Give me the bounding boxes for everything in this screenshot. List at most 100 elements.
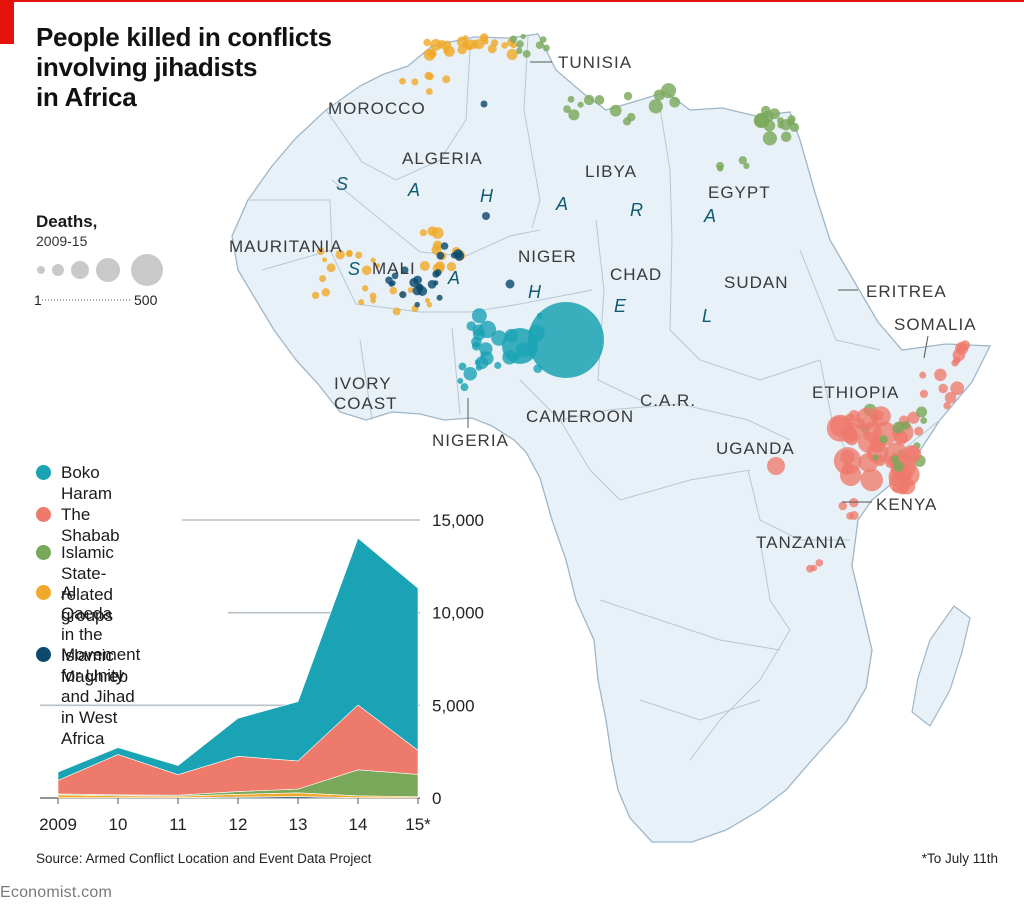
border-nigeria-west (451, 327, 461, 415)
label-cameroon: CAMEROON (526, 407, 634, 426)
label-uganda: UGANDA (716, 439, 795, 458)
legend-label: Boko Haram (61, 463, 113, 503)
fatality-dot (777, 121, 784, 129)
fatality-dot (953, 356, 961, 364)
map-leaders (467, 61, 929, 503)
madagascar-land (911, 605, 971, 727)
sahel-letter-2: A (447, 268, 460, 288)
size-legend-subtitle: 2009-15 (36, 233, 88, 249)
fatality-dot (475, 364, 482, 371)
border-mauritania (248, 199, 333, 271)
label-niger: NIGER (518, 247, 577, 266)
fatality-dot (826, 414, 854, 442)
fatality-dot (413, 275, 422, 285)
fatality-dot (776, 117, 784, 124)
fatality-dot (934, 368, 947, 382)
fatality-dot (860, 468, 883, 492)
fatality-dot (425, 88, 433, 95)
y-tick-label: 15,000 (432, 511, 484, 530)
deaths-area-chart: 0 5,000 10,000 15,000 2009 10 11 12 13 14 15* (39, 511, 484, 834)
size-legend-circle (131, 254, 163, 286)
fatality-dot (311, 291, 320, 300)
label-ethiopia: ETHIOPIA (812, 383, 899, 402)
fatality-dot (920, 417, 928, 425)
y-tick-label: 0 (432, 789, 441, 808)
label-mauritania: MAURITANIA (229, 237, 343, 256)
fatality-dot (648, 99, 663, 114)
fatality-dot (661, 83, 677, 99)
fatality-dot (919, 389, 929, 399)
fatality-dot (457, 378, 464, 384)
border-south-central (599, 599, 781, 651)
fatality-dot (389, 286, 398, 295)
fatality-dot (762, 110, 774, 122)
country-labels: MOROCCO ALGERIA LIBYA EGYPT TUNISIA MAUR… (229, 53, 976, 552)
fatality-dot (460, 383, 469, 392)
size-legend-circle (96, 258, 120, 282)
sahara-letter-1: S (336, 174, 348, 194)
fatality-dots (311, 33, 971, 573)
fatality-dot (436, 294, 443, 301)
border-congo (559, 419, 751, 501)
fatality-dot (322, 257, 328, 263)
fatality-dot (494, 361, 502, 370)
fatality-dot (458, 362, 467, 371)
sahara-letter-2: A (407, 180, 420, 200)
fatality-dot (857, 431, 880, 453)
fatality-dot (321, 288, 331, 297)
region-letters: S A H A R A S A H E L (336, 174, 716, 326)
legend-label: Islamic State-related groups (61, 543, 114, 625)
fatality-dot (738, 156, 747, 165)
border-south (639, 699, 761, 721)
top-rule (0, 0, 1024, 2)
fatality-dot (502, 328, 538, 364)
label-kenya: KENYA (876, 495, 937, 514)
fatality-dot (473, 341, 480, 348)
fatality-dot (431, 227, 444, 239)
fatality-dot (358, 299, 365, 306)
fatality-dot (335, 249, 345, 260)
fatality-dot (505, 279, 515, 289)
border-chad-sudan (669, 239, 821, 381)
x-tick-label: 15* (405, 815, 431, 834)
label-algeria: ALGERIA (402, 149, 483, 168)
fatality-dot (907, 411, 920, 424)
fatality-dot (528, 302, 604, 378)
fatality-dot (815, 559, 824, 567)
legend-item-boko-haram: Boko Haram (36, 462, 112, 504)
fatality-dot (401, 266, 409, 274)
border-mali-algeria (331, 179, 541, 257)
fatality-dot (787, 115, 796, 124)
fatality-dot (594, 95, 605, 105)
legend-swatch (36, 545, 51, 560)
fatality-dot (846, 512, 854, 520)
area-series-4 (57, 537, 419, 781)
fatality-dot (839, 464, 862, 487)
fatality-dot (522, 49, 531, 58)
fatality-dot (944, 391, 957, 404)
chart-title: People killed in conflicts involving jih… (36, 22, 332, 112)
fatality-dot (849, 497, 859, 508)
fatality-dot (542, 44, 550, 52)
map-land (231, 33, 992, 843)
fatality-dot (480, 100, 488, 108)
leader-somalia (923, 335, 929, 359)
fatality-dot (516, 47, 523, 55)
sahara-letter-4: A (555, 194, 568, 214)
fatality-dot (407, 287, 414, 293)
fatality-dot (780, 131, 792, 142)
brand-label: Economist.com (0, 884, 112, 901)
fatality-dot (743, 162, 750, 170)
fatality-dot (938, 383, 948, 394)
legend-label: Al Qaeda in the Islamic Maghreb (61, 583, 129, 686)
fatality-dot (501, 42, 508, 49)
fatality-dot (316, 247, 325, 256)
fatality-dot (419, 260, 430, 271)
fatality-dot (428, 51, 436, 58)
fatality-dot (879, 435, 888, 444)
sahara-letter-3: H (480, 186, 494, 206)
fatality-dot (950, 381, 965, 396)
fatality-dot (434, 269, 442, 277)
fatality-dot (446, 261, 457, 272)
